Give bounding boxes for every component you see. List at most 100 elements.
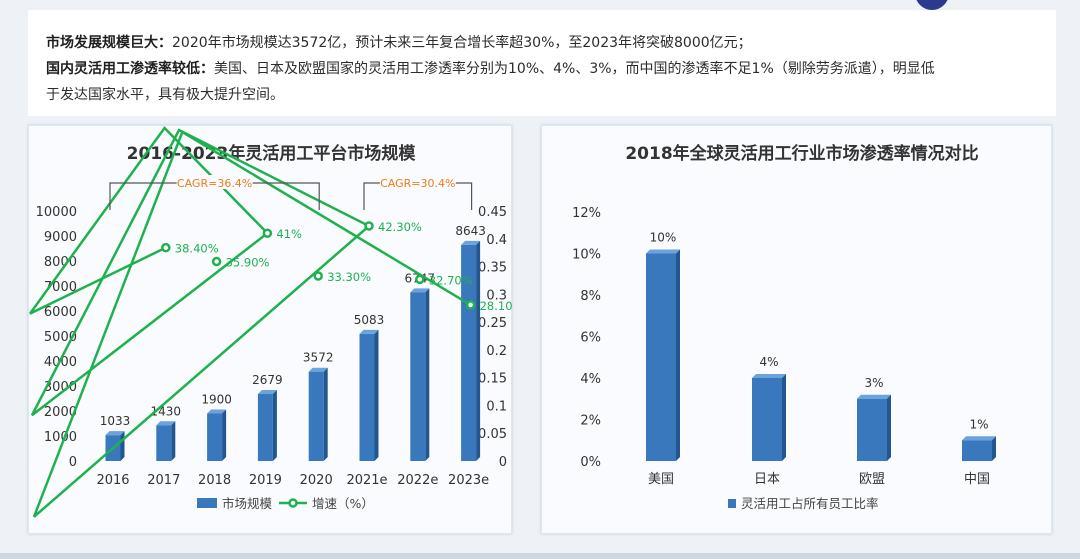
bar-2018-front [207, 413, 223, 461]
bar-中国-top [962, 436, 996, 441]
y-right-tick-label: 0.35 [478, 261, 507, 276]
bar-2017 [156, 421, 176, 461]
bar-2016-top [105, 431, 125, 436]
x-tick-label: 2019 [249, 473, 282, 488]
cagr-label-bg [176, 175, 253, 189]
bar-2022e-top [410, 288, 430, 293]
bar-欧盟 [857, 394, 891, 461]
bar-2021e-front [359, 333, 375, 461]
bar-2021e [359, 329, 379, 461]
growth-point [415, 274, 425, 285]
x-tick-label: 2018 [198, 473, 231, 488]
bar-2021e-side [374, 329, 379, 461]
bar-2017-top [156, 421, 176, 426]
y-right-tick-label: 0.05 [478, 427, 507, 442]
bar-美国-side [676, 249, 680, 461]
bar-value-label: 3% [864, 376, 883, 390]
y-tick-label: 6% [580, 331, 601, 346]
bar-欧盟-side [887, 394, 891, 461]
bar-欧盟-front [857, 398, 887, 461]
bar-2019-front [257, 394, 273, 461]
y-tick-label: 2% [580, 414, 601, 429]
bar-日本-side [782, 374, 786, 461]
bar-2019-side [272, 390, 277, 461]
legend-bar-label: 市场规模 [222, 496, 273, 511]
legend-line-marker [288, 498, 298, 508]
y-right-tick-label: 0.15 [478, 372, 507, 387]
market-size-chart: 2016-2023年灵活用工平台市场规模01000200030004000500… [29, 126, 513, 518]
y-left-tick-label: 1000 [44, 430, 77, 445]
bar-2019-top [257, 390, 277, 395]
intro-line-2-heading: 国内灵活用工渗透率较低： [46, 61, 214, 77]
bar-2018-side [222, 409, 227, 461]
bar-2023e-top [461, 240, 481, 245]
x-tick-label: 2016 [96, 473, 129, 488]
bar-value-label: 1033 [100, 414, 131, 428]
legend-bar-swatch [197, 498, 217, 508]
intro-line-2-text: 美国、日本及欧盟国家的灵活用工渗透率分别为10%、4%、3%，而中国的渗透率不足… [214, 61, 935, 77]
chart-title: 2018年全球灵活用工行业市场渗透率情况对比 [625, 143, 978, 164]
bar-欧盟-top [857, 394, 891, 399]
y-right-tick-label: 0.4 [486, 233, 507, 248]
y-left-tick-label: 2000 [44, 405, 77, 420]
x-tick-label: 日本 [754, 472, 780, 487]
x-tick-label: 2020 [300, 473, 333, 488]
bar-value-label: 10% [650, 231, 677, 245]
cagr-annotation: CAGR=36.4% [109, 175, 320, 210]
bar-value-label: 2679 [252, 373, 283, 387]
growth-value-label: 35.90% [226, 256, 270, 270]
logo-circle-icon [915, 0, 949, 10]
intro-text-box: 市场发展规模巨大：2020年市场规模达3572亿，预计未来三年复合增长率超30%… [28, 10, 1056, 116]
intro-line-1-text: 2020年市场规模达3572亿，预计未来三年复合增长率超30%，至2023年将突… [172, 35, 752, 51]
legend-label: 灵活用工占所有员工比率 [741, 496, 879, 511]
penetration-chart-panel: 2018年全球灵活用工行业市场渗透率情况对比 0% 2% 4% 6% 8% 10% 12% 10… [541, 125, 1052, 534]
bar-2019 [257, 390, 277, 461]
legend-line-label: 增速（%） [312, 496, 374, 511]
bottom-strip [0, 553, 1080, 559]
cagr-label-bg [379, 175, 456, 189]
y-tick-label: 4% [580, 372, 601, 387]
intro-line-1: 市场发展规模巨大：2020年市场规模达3572亿，预计未来三年复合增长率超30%… [46, 30, 1038, 56]
bar-value-label: 1900 [201, 393, 232, 407]
x-tick-label: 2023e [448, 473, 489, 488]
intro-line-3-text: 于发达国家水平，具有极大提升空间。 [46, 87, 284, 103]
growth-value-label: 33.30% [327, 270, 371, 284]
bar-日本 [752, 374, 786, 461]
bar-2017-front [156, 425, 172, 461]
legend-swatch [728, 499, 736, 508]
x-tick-label: 2017 [147, 473, 180, 488]
bar-美国 [646, 249, 680, 461]
bar-2022e-side [425, 288, 430, 461]
bar-2023e [461, 240, 481, 461]
bar-2018-top [207, 409, 227, 414]
y-right-tick-label: 0.25 [478, 316, 507, 331]
y-tick-label: 10% [572, 248, 601, 263]
growth-point [211, 256, 222, 267]
y-right-tick-label: 0.2 [486, 344, 507, 359]
chart-title: 2016-2023年灵活用工平台市场规模 [127, 143, 417, 164]
y-tick-label: 8% [580, 289, 601, 304]
growth-line [29, 126, 472, 518]
growth-point [364, 221, 374, 231]
y-right-tick-label: 0.3 [486, 288, 507, 303]
bar-2018 [207, 409, 227, 461]
growth-value-label: 28.10% [480, 299, 513, 313]
bar-日本-front [752, 378, 782, 461]
growth-point [465, 300, 476, 310]
penetration-chart: 2018年全球灵活用工行业市场渗透率情况对比 0% 2% 4% 6% 8% 10% 12% 10… [572, 143, 996, 511]
x-tick-label: 中国 [964, 472, 990, 487]
bar-2023e-front [461, 244, 477, 461]
bar-value-label: 3572 [303, 351, 334, 365]
intro-line-1-heading: 市场发展规模巨大： [46, 35, 172, 51]
y-right-tick-label: 0.1 [486, 399, 507, 414]
growth-point [313, 271, 323, 281]
growth-point [262, 228, 273, 238]
intro-line-3: 于发达国家水平，具有极大提升空间。 [46, 82, 1038, 108]
x-tick-label: 2022e [397, 473, 438, 488]
x-tick-label: 美国 [648, 472, 674, 487]
y-left-tick-label: 3000 [44, 380, 77, 395]
intro-line-2: 国内灵活用工渗透率较低：美国、日本及欧盟国家的灵活用工渗透率分别为10%、4%、… [46, 56, 1038, 82]
growth-value-label: 38.40% [175, 242, 219, 256]
bar-中国-side [992, 436, 996, 461]
growth-value-label: 32.70% [429, 273, 473, 287]
